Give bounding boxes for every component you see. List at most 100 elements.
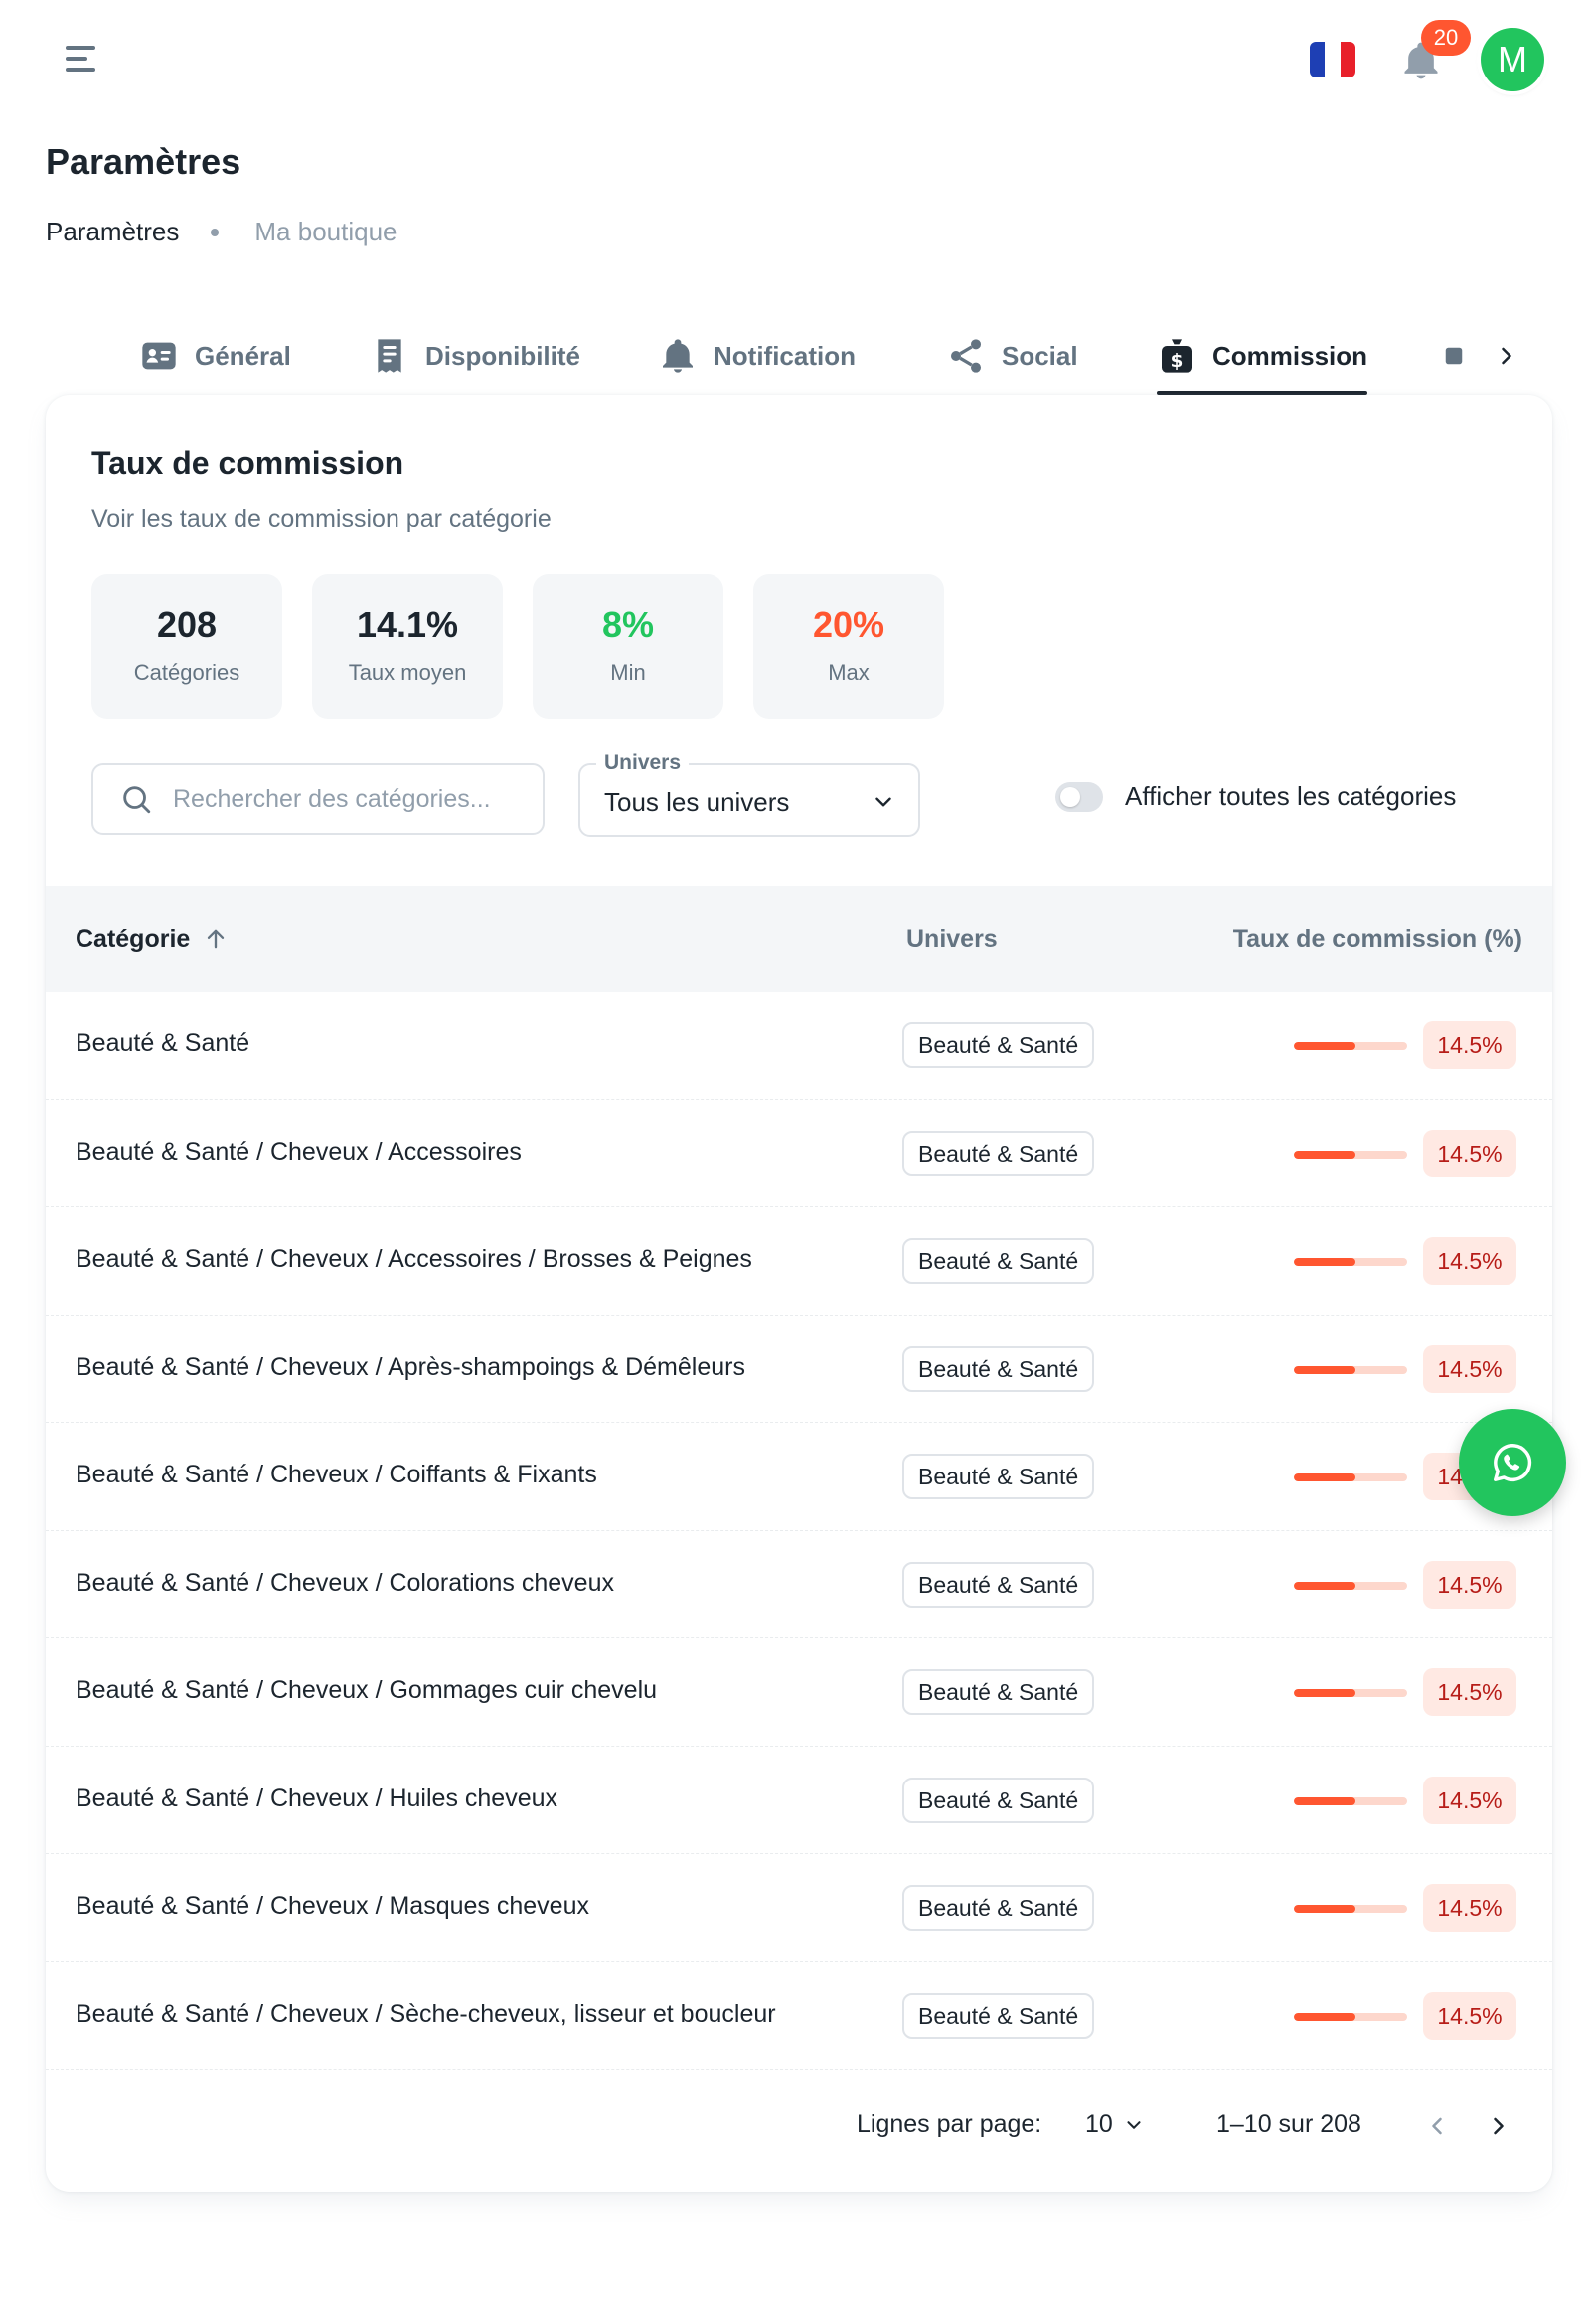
tab-general[interactable]: Général (139, 316, 291, 395)
tab-commission[interactable]: $ Commission (1157, 316, 1368, 395)
tab-notification[interactable]: Notification (658, 316, 856, 395)
show-all-categories-control: Afficher toutes les catégories (1055, 781, 1456, 812)
show-all-categories-label[interactable]: Afficher toutes les catégories (1125, 781, 1457, 811)
universe-select[interactable]: Univers Tous les univers (578, 751, 920, 837)
row-rate-badge: 14.5% (1423, 1237, 1516, 1285)
breadcrumb-item-settings[interactable]: Paramètres (46, 217, 180, 246)
rows-per-page-value: 10 (1085, 2110, 1113, 2138)
stat-value: 8% (601, 604, 655, 645)
column-header-universe[interactable]: Univers (906, 924, 998, 953)
commission-card: Taux de commission Voir les taux de comm… (46, 395, 1552, 2192)
row-rate-badge: 14.5% (1423, 1344, 1516, 1393)
row-rate-bar (1294, 1581, 1407, 1590)
pagination: Lignes par page: 10 1–10 sur 208 (46, 2094, 1552, 2154)
card-subtitle: Voir les taux de commission par catégori… (91, 505, 552, 533)
row-rate-bar-fill (1294, 1258, 1355, 1266)
card-title: Taux de commission (91, 445, 404, 481)
chevron-right-icon (1494, 2117, 1504, 2135)
pagination-range: 1–10 sur 208 (1216, 2110, 1361, 2138)
table-body: Beauté & Santé Beauté & Santé 14.5% Beauté … (46, 992, 1552, 2070)
row-rate-bar (1294, 1258, 1407, 1266)
row-rate-bar-fill (1294, 1689, 1355, 1697)
row-universe-chip: Beauté & Santé (902, 1885, 1095, 1931)
breadcrumb: Paramètres Ma boutique (46, 217, 398, 247)
row-rate-bar (1294, 1365, 1407, 1374)
table-row[interactable]: Beauté & Santé / Cheveux / Accessoires Be… (46, 1100, 1552, 1207)
table-row[interactable]: Beauté & Santé / Cheveux / Sèche-cheveux… (46, 1962, 1552, 2070)
bell-icon (663, 339, 693, 373)
previous-page-button[interactable] (1417, 2106, 1457, 2146)
table-row[interactable]: Beauté & Santé Beauté & Santé 14.5% (46, 992, 1552, 1100)
svg-text:$: $ (1171, 351, 1184, 372)
row-universe-chip: Beauté & Santé (902, 1669, 1095, 1715)
avatar[interactable]: M (1481, 28, 1544, 91)
receipt-icon (378, 339, 401, 373)
row-category: Beauté & Santé / Cheveux / Accessoires (76, 1137, 522, 1165)
tab-availability[interactable]: Disponibilité (370, 316, 580, 395)
tab-commission-label: Commission (1212, 340, 1368, 371)
tab-more-partial[interactable] (1443, 316, 1465, 395)
stat-value: 20% (812, 604, 885, 645)
table-row[interactable]: Beauté & Santé / Cheveux / Gommages cuir… (46, 1638, 1552, 1747)
row-rate-bar (1294, 1473, 1407, 1481)
universe-select-label: Univers (596, 751, 690, 775)
row-category: Beauté & Santé / Cheveux / Masques cheve… (76, 1892, 589, 1920)
row-rate-bar-fill (1294, 1365, 1355, 1374)
table-row[interactable]: Beauté & Santé / Cheveux / Coiffants & F… (46, 1423, 1552, 1531)
row-category: Beauté & Santé / Cheveux / Gommages cuir… (76, 1676, 658, 1704)
column-header-commission-rate[interactable]: Taux de commission (%) (1232, 924, 1522, 953)
table-row[interactable]: Beauté & Santé / Cheveux / Masques cheve… (46, 1854, 1552, 1962)
show-all-categories-toggle[interactable] (1055, 781, 1103, 812)
row-rate-badge: 14.5% (1423, 1991, 1516, 2040)
table-row[interactable]: Beauté & Santé / Cheveux / Huiles cheveu… (46, 1747, 1552, 1854)
tab-social[interactable]: Social (946, 316, 1078, 395)
row-rate-bar (1294, 2012, 1407, 2021)
search-input[interactable] (173, 784, 511, 814)
row-rate-badge: 14.5% (1423, 1668, 1516, 1716)
row-rate-bar-fill (1294, 1796, 1355, 1805)
row-rate-bar (1294, 1689, 1407, 1697)
row-category: Beauté & Santé / Cheveux / Coiffants & F… (76, 1461, 597, 1488)
stat-min-rate: 8% Min (533, 574, 723, 719)
page-title: Paramètres (46, 141, 241, 182)
stat-max-rate: 20% Max (753, 574, 944, 719)
whatsapp-chat-button[interactable] (1459, 1409, 1566, 1516)
row-rate-badge: 14.5% (1423, 1129, 1516, 1177)
notification-badge: 20 (1421, 20, 1471, 56)
chevron-right-icon (1502, 347, 1511, 365)
row-category: Beauté & Santé / Cheveux / Sèche-cheveux… (76, 1999, 776, 2028)
row-rate-bar (1294, 1796, 1407, 1805)
chevron-left-icon (1432, 2117, 1442, 2135)
row-rate-bar-fill (1294, 1473, 1355, 1481)
stat-label: Taux moyen (348, 660, 467, 685)
rows-per-page-select[interactable]: 10 (1085, 2110, 1145, 2139)
stat-value: 208 (156, 604, 218, 645)
row-rate-bar-fill (1294, 2012, 1355, 2021)
share-icon (951, 339, 981, 373)
tab-notification-label: Notification (714, 340, 856, 371)
next-page-button[interactable] (1479, 2106, 1518, 2146)
tabs-scroll-right-button[interactable] (1485, 334, 1528, 378)
breadcrumb-separator (211, 228, 220, 236)
table-header: Catégorie Univers Taux de commission (%) (46, 886, 1552, 992)
rows-per-page-label: Lignes par page: (857, 2110, 1042, 2138)
money-bag-icon: $ (1162, 339, 1192, 373)
menu-icon[interactable] (60, 40, 107, 79)
language-flag-icon[interactable] (1310, 42, 1355, 77)
row-category: Beauté & Santé / Cheveux / Accessoires /… (76, 1245, 752, 1273)
row-rate-bar (1294, 1905, 1407, 1913)
row-category: Beauté & Santé / Cheveux / Après-shampoi… (76, 1352, 745, 1381)
tab-availability-label: Disponibilité (425, 340, 580, 371)
row-rate-bar-fill (1294, 1150, 1355, 1159)
column-header-category[interactable]: Catégorie (76, 886, 230, 992)
stat-label: Max (828, 660, 870, 685)
row-rate-bar-fill (1294, 1905, 1355, 1913)
table-row[interactable]: Beauté & Santé / Cheveux / Accessoires /… (46, 1207, 1552, 1316)
row-rate-badge: 14.5% (1423, 1560, 1516, 1609)
row-universe-chip: Beauté & Santé (902, 1454, 1095, 1499)
table-row[interactable]: Beauté & Santé / Cheveux / Colorations c… (46, 1531, 1552, 1638)
table-row[interactable]: Beauté & Santé / Cheveux / Après-shampoi… (46, 1316, 1552, 1423)
row-category: Beauté & Santé / Cheveux / Huiles cheveu… (76, 1783, 558, 1812)
breadcrumb-item-current: Ma boutique (254, 217, 398, 246)
row-category: Beauté & Santé (76, 1029, 250, 1057)
